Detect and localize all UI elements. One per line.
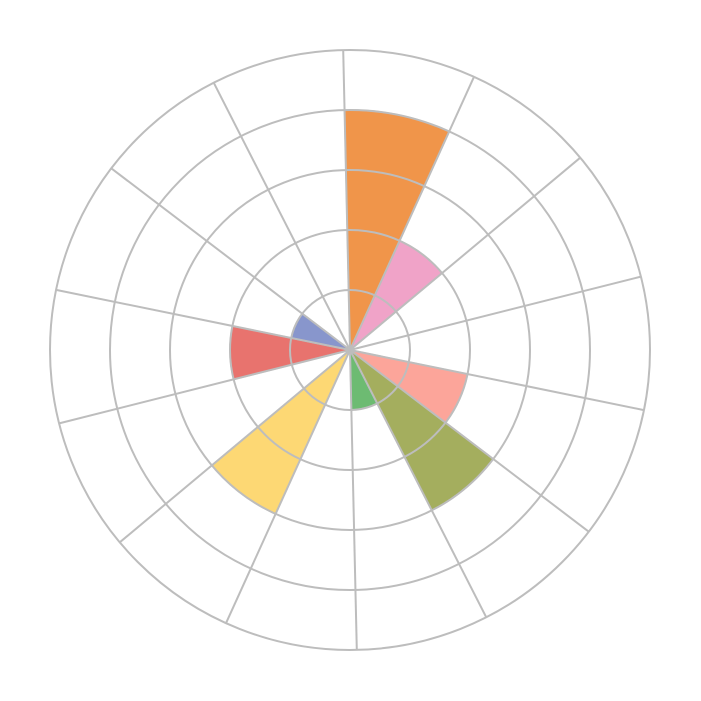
grid-spoke [349,349,590,533]
grid-ring [169,169,531,531]
grid [49,49,651,651]
grid-spoke [212,82,351,351]
grid-ring [229,229,471,471]
grid-spoke [342,50,351,351]
grid-spoke [349,76,475,351]
grid-ring [289,289,411,411]
grid-ring [49,49,651,651]
grid-spoke [55,288,351,351]
grid-spoke [110,167,351,351]
grid-spoke [349,156,581,351]
grid-spoke [349,349,358,650]
grid-spoke [349,349,645,412]
grid-spoke [225,349,351,624]
grid-spoke [58,349,351,425]
grid-spoke [119,349,351,544]
grid-spoke [349,275,642,351]
grid-ring [109,109,591,591]
grid-spoke [349,349,488,618]
